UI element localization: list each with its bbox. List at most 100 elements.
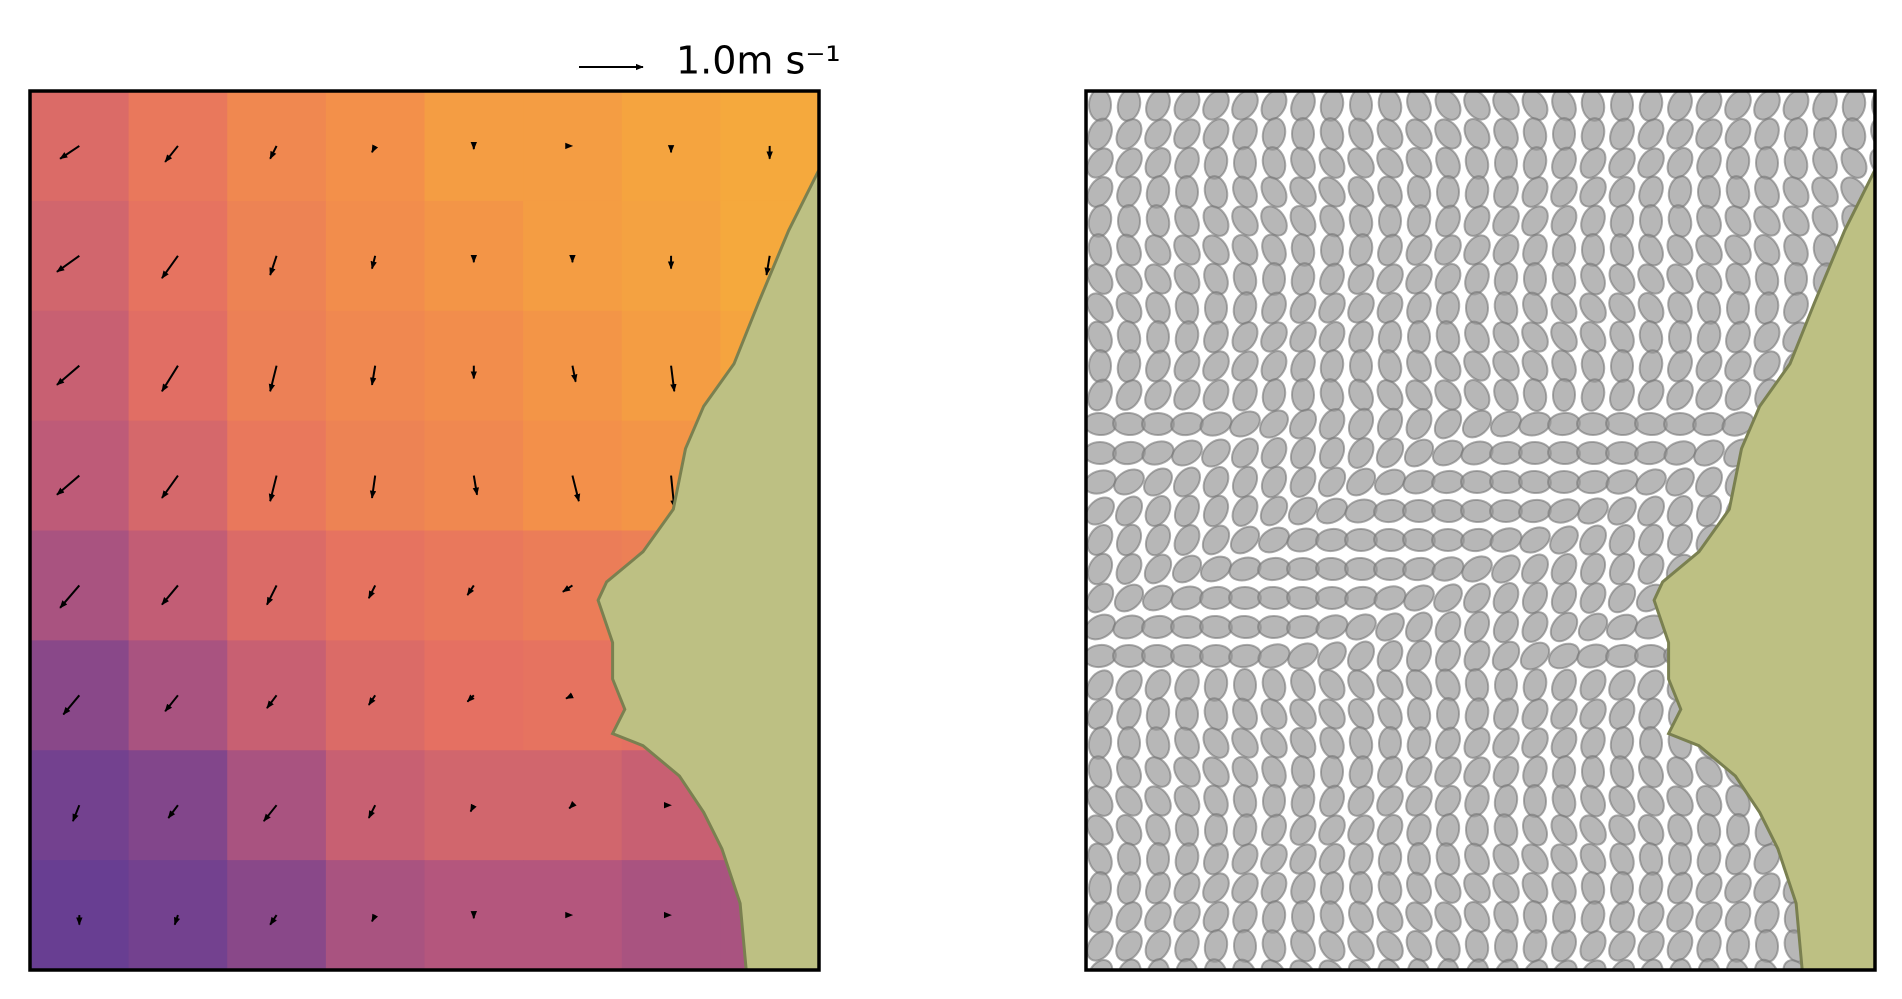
ellipse — [1405, 118, 1433, 150]
ellipse — [1290, 668, 1316, 702]
ellipse — [1666, 930, 1694, 962]
ellipse — [1667, 349, 1693, 383]
ellipse — [1550, 292, 1578, 324]
ellipse — [1348, 349, 1374, 383]
ellipse — [1231, 756, 1259, 788]
ellipse — [1318, 814, 1346, 846]
ellipse — [1489, 527, 1523, 553]
ellipse — [1086, 785, 1114, 817]
ellipse — [1894, 898, 1902, 937]
ellipse — [1203, 291, 1229, 325]
ellipse — [1667, 320, 1693, 354]
ellipse — [1375, 437, 1405, 469]
ellipse — [1347, 669, 1375, 701]
ellipse — [1431, 985, 1464, 999]
ellipse — [1893, 582, 1902, 614]
ellipse — [1405, 785, 1433, 817]
ellipse — [1580, 117, 1606, 151]
ellipse — [1232, 175, 1258, 209]
ellipse — [1378, 988, 1401, 999]
ellipse — [1550, 814, 1578, 846]
ellipse — [1667, 958, 1693, 970]
ellipse — [1812, 117, 1838, 151]
ellipse — [1579, 524, 1607, 556]
ellipse — [1112, 643, 1146, 669]
ellipse — [1145, 842, 1171, 876]
ellipse — [1203, 929, 1229, 963]
ellipse — [1202, 494, 1230, 528]
ellipse — [1232, 929, 1258, 963]
ellipse — [1521, 611, 1549, 643]
ellipse — [1377, 842, 1403, 876]
ellipse — [1463, 756, 1491, 788]
ellipse — [1260, 437, 1288, 469]
ellipse — [1720, 985, 1756, 999]
ellipse — [1347, 640, 1375, 672]
ellipse — [1579, 147, 1607, 179]
ellipse — [1318, 408, 1346, 440]
ellipse — [1637, 814, 1665, 846]
ellipse — [1894, 376, 1902, 415]
ellipse — [1347, 407, 1375, 441]
ellipse — [1290, 378, 1316, 412]
ellipse — [1230, 437, 1260, 469]
ellipse — [1695, 118, 1723, 150]
ellipse — [1402, 527, 1436, 553]
ellipse — [1173, 234, 1201, 266]
ellipse — [1290, 900, 1316, 934]
ellipse — [1431, 498, 1465, 524]
ellipse — [1290, 262, 1316, 296]
ellipse — [1229, 525, 1261, 555]
ellipse — [1144, 756, 1172, 788]
arrow — [367, 804, 377, 819]
right-panel — [1086, 91, 1902, 999]
ellipse — [1377, 755, 1403, 789]
ellipse — [1202, 350, 1230, 382]
ellipse — [1464, 958, 1490, 970]
ellipse — [1895, 289, 1902, 328]
arrow — [161, 584, 179, 606]
ellipse — [1405, 639, 1433, 673]
ellipse — [1493, 784, 1519, 818]
ellipse — [1260, 872, 1288, 904]
ellipse — [1753, 958, 1781, 970]
ellipse — [1434, 234, 1462, 266]
ellipse — [1115, 901, 1143, 933]
ellipse — [1142, 584, 1174, 612]
ellipse — [1256, 985, 1292, 999]
ellipse — [1550, 581, 1578, 615]
ellipse — [1638, 204, 1664, 238]
arrow — [369, 475, 377, 499]
land — [1652, 169, 1875, 970]
ellipse — [1170, 411, 1204, 437]
ellipse — [1377, 204, 1403, 238]
ellipse — [1087, 900, 1113, 934]
ellipse — [1579, 814, 1607, 846]
ellipse — [1666, 263, 1694, 295]
ellipse — [1114, 495, 1144, 527]
ellipse — [1318, 930, 1346, 962]
ellipse — [1373, 585, 1407, 611]
ellipse — [1373, 556, 1407, 582]
ellipse — [1259, 495, 1289, 527]
ellipse — [1491, 554, 1521, 584]
ellipse — [1492, 234, 1520, 266]
ellipse — [1144, 495, 1172, 527]
ellipse — [1318, 176, 1346, 208]
ellipse — [1087, 871, 1113, 905]
ellipse — [1695, 756, 1723, 788]
ellipse — [1638, 842, 1664, 876]
ellipse — [1347, 785, 1375, 817]
arrow — [266, 584, 278, 606]
arrow — [164, 145, 179, 163]
ellipse — [1896, 173, 1902, 211]
arrow — [173, 914, 181, 926]
ellipse — [1637, 495, 1665, 527]
ellipse — [1608, 552, 1636, 586]
ellipse — [1605, 613, 1639, 641]
heat-cell — [30, 200, 130, 312]
ellipse — [1894, 666, 1902, 705]
ellipse — [1203, 697, 1229, 731]
ellipse — [1288, 408, 1318, 440]
ellipse — [1493, 146, 1519, 180]
